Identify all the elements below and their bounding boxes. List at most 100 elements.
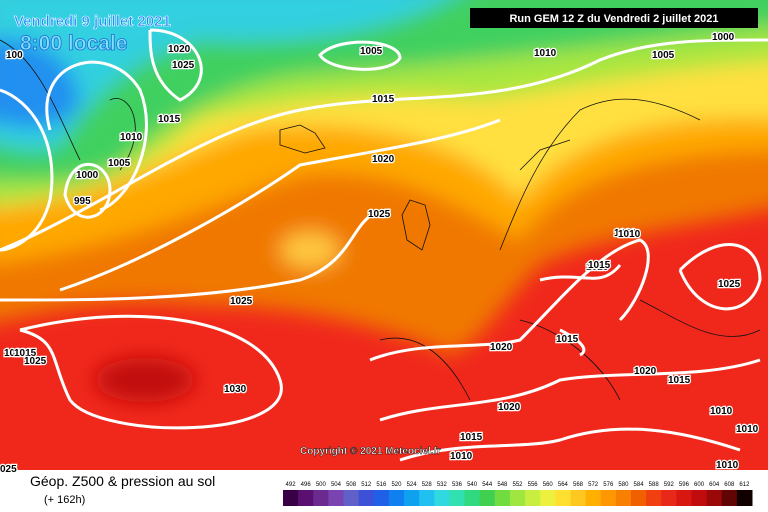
isobar-label: 1015 xyxy=(556,334,579,345)
colorbar-label: 612 xyxy=(739,482,750,488)
isobar-label: 1005 xyxy=(652,50,675,61)
colorbar-swatch xyxy=(509,490,526,506)
colorbar-label: 552 xyxy=(512,482,523,488)
colorbar-swatch xyxy=(298,490,314,506)
colorbar-swatch xyxy=(313,490,329,506)
colorbar-label: 516 xyxy=(376,482,387,488)
colorbar-label: 572 xyxy=(588,482,599,488)
isobar-label: 1025 xyxy=(24,356,47,367)
colorbar-label: 540 xyxy=(467,482,478,488)
colorbar-swatch xyxy=(615,490,632,506)
colorbar-label: 584 xyxy=(634,482,645,488)
colorbar-label: 496 xyxy=(301,482,312,488)
colorbar-label: 528 xyxy=(422,482,433,488)
colorbar-swatch xyxy=(721,490,738,506)
isobar-label: 1015 xyxy=(460,432,483,443)
colorbar-label: 504 xyxy=(331,482,342,488)
colorbar-label: 492 xyxy=(286,482,297,488)
colorbar-label: 588 xyxy=(649,482,660,488)
colorbar-label: 548 xyxy=(497,482,508,488)
colorbar-swatch xyxy=(494,490,511,506)
date: Vendredi 9 juillet 2021 xyxy=(14,13,171,30)
isobar-label: 1030 xyxy=(224,384,247,395)
isobar-label: 1010 xyxy=(716,460,739,471)
isobar-label: 1000 xyxy=(76,170,99,181)
colorbar-label: 568 xyxy=(573,482,584,488)
colorbar-swatch xyxy=(570,490,587,506)
colorbar-swatch xyxy=(283,490,299,506)
isobar-label: 1020 xyxy=(4,348,27,359)
colorbar-label: 560 xyxy=(543,482,554,488)
isobar-label: 1015 xyxy=(372,94,395,105)
footer-title: Géop. Z500 & pression au sol xyxy=(30,473,215,489)
isobar-label: 1020 xyxy=(490,342,513,353)
copyright: Copyright © 2021 Meteociel.fr xyxy=(300,446,441,457)
isobar-label: 1020 xyxy=(634,366,657,377)
colorbar-label: 508 xyxy=(346,482,357,488)
isobar-label: 1015 xyxy=(14,348,37,359)
isobar-label: 1005 xyxy=(360,46,383,57)
colorbar-swatch xyxy=(404,490,420,506)
colorbar-label: 512 xyxy=(361,482,372,488)
isobar-label: 995 xyxy=(74,196,91,207)
isobar-label: 1025 xyxy=(368,209,391,220)
isobar-label: 1020 xyxy=(372,154,395,165)
colorbar-swatch xyxy=(585,490,602,506)
colorbar-label: 596 xyxy=(679,482,690,488)
colorbar-swatch xyxy=(691,490,708,506)
colorbar-swatch xyxy=(600,490,617,506)
isobar-label: 1010 xyxy=(534,48,557,59)
colorbar-swatch xyxy=(540,490,556,506)
colorbar-swatch xyxy=(343,490,360,506)
isobar-label: 1025 xyxy=(230,296,253,307)
isobar-label: 1015 xyxy=(588,260,611,271)
isobar-label: 1020 xyxy=(614,228,637,239)
colorbar-swatch xyxy=(479,490,496,506)
isobar-label: 1025 xyxy=(172,60,195,71)
colorbar-swatch xyxy=(706,490,723,506)
colorbar-label: 520 xyxy=(391,482,402,488)
colorbar: 492 496 500 504 508 512 516 520 524 528 532 536 540 5… xyxy=(283,482,753,506)
isobar-label: 1005 xyxy=(108,158,131,169)
colorbar-swatch xyxy=(434,490,450,506)
isobar-label: 1000 xyxy=(712,32,735,43)
isobar-label: 1010 xyxy=(618,229,641,240)
isobar-label: 1015 xyxy=(158,114,181,125)
colorbar-swatch xyxy=(358,490,375,506)
colorbar-label: 608 xyxy=(724,482,735,488)
colorbar-swatch xyxy=(661,490,677,506)
colorbar-swatch xyxy=(419,490,435,506)
colorbar-swatch xyxy=(464,490,481,506)
isobar-label: 1020 xyxy=(168,44,191,55)
field xyxy=(0,0,768,470)
isobar-label: 1015 xyxy=(586,262,609,273)
colorbar-label: 564 xyxy=(558,482,569,488)
colorbar-label: 544 xyxy=(482,482,493,488)
time: 8:00 locale xyxy=(20,32,127,55)
colorbar-label: 576 xyxy=(603,482,614,488)
colorbar-swatch xyxy=(328,490,345,506)
colorbar-swatch xyxy=(736,490,753,506)
colorbar-label: 524 xyxy=(407,482,418,488)
colorbar-swatch xyxy=(646,490,662,506)
colorbar-label: 500 xyxy=(316,482,327,488)
colorbar-swatch xyxy=(555,490,571,506)
colorbar-swatch xyxy=(630,490,647,506)
colorbar-swatch xyxy=(676,490,692,506)
isobar-label: 1010 xyxy=(450,451,473,462)
colorbar-swatch xyxy=(449,490,466,506)
footer-lead: (+ 162h) xyxy=(44,494,85,506)
isobar-label: 1025 xyxy=(718,279,741,290)
isobar-label: 1015 xyxy=(668,375,691,386)
colorbar-label: 592 xyxy=(664,482,675,488)
isobar-label: 1010 xyxy=(710,406,733,417)
isobar-label: 1010 xyxy=(120,132,143,143)
colorbar-swatch xyxy=(388,490,405,506)
colorbar-swatch xyxy=(373,490,390,506)
colorbar-label: 604 xyxy=(709,482,720,488)
isobar-label: 025 xyxy=(0,464,17,475)
isobar-label: 1010 xyxy=(736,424,759,435)
colorbar-swatch xyxy=(525,490,541,506)
